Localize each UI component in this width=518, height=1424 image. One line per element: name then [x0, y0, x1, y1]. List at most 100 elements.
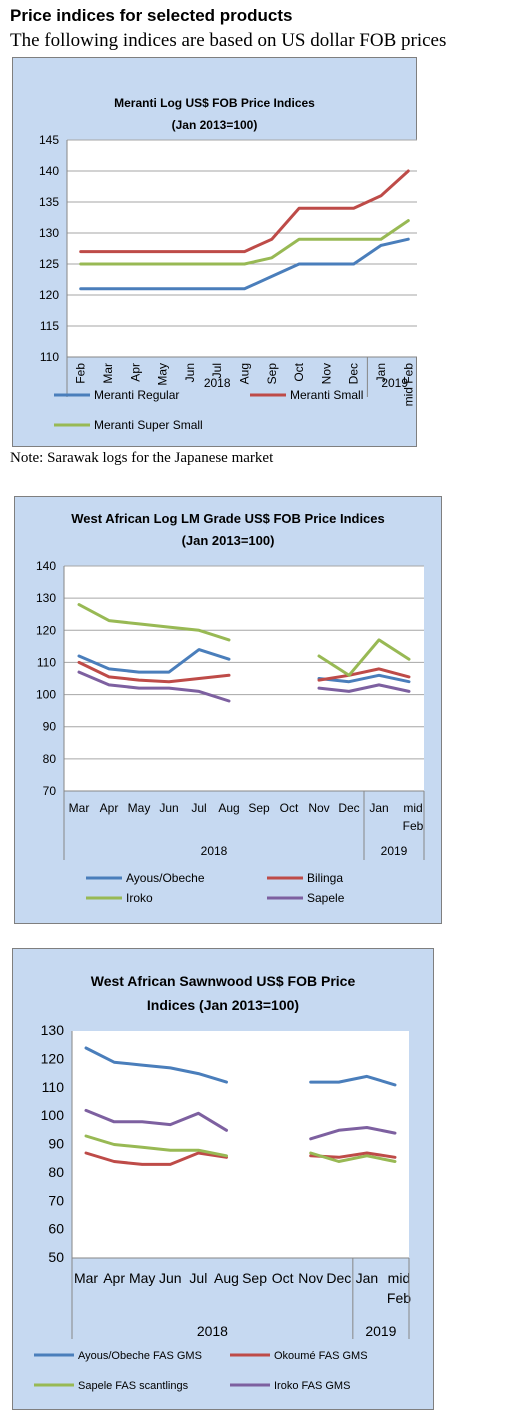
y-tick-label: 110: [37, 655, 56, 669]
series-line-ayous-obeche: [317, 673, 411, 684]
series-line-ayous-obeche: [77, 648, 231, 674]
chart-subtitle: (Jan 2013=100): [172, 118, 258, 132]
x-tick-label: Nov: [308, 801, 329, 815]
x-tick-label: Oct: [292, 362, 306, 381]
legend-label-sapele-fas-scantlings: Sapele FAS scantlings: [78, 1380, 189, 1392]
chart-note: Note: Sarawak logs for the Japanese mark…: [10, 450, 274, 466]
series-line-okoum-fas-gms: [84, 1151, 228, 1166]
y-tick-label: 70: [48, 1192, 64, 1208]
x-tick-label: mid: [388, 1270, 411, 1286]
x-tick-label: Nov: [319, 363, 333, 384]
series-line-ayous-obeche-fas-gms: [84, 1046, 228, 1084]
x-tick-label: Dec: [347, 363, 361, 384]
y-tick-label: 100: [36, 688, 56, 702]
legend-label-meranti-regular: Meranti Regular: [94, 388, 179, 402]
year-label: 2019: [381, 844, 408, 858]
x-tick-label: mid Feb: [401, 363, 415, 407]
y-tick-label: 130: [41, 1022, 65, 1038]
west-african-log-price-chart: West African Log LM Grade US$ FOB Price …: [14, 496, 442, 924]
y-tick-label: 50: [48, 1249, 64, 1265]
x-tick-label: Mar: [101, 363, 115, 384]
x-tick-label: Aug: [214, 1270, 239, 1286]
x-tick-label: Sep: [248, 801, 270, 815]
x-tick-label: Jul: [189, 1270, 207, 1286]
y-tick-label: 120: [41, 1050, 65, 1066]
section-subtitle: The following indices are based on US do…: [10, 30, 447, 51]
x-tick-label: Dec: [338, 801, 359, 815]
series-line-meranti-super-small: [79, 219, 410, 266]
series-line-sapele: [317, 683, 411, 693]
x-tick-label: Mar: [69, 801, 90, 815]
y-tick-label: 90: [48, 1136, 64, 1152]
plot-area: [67, 140, 417, 357]
x-tick-label: May: [128, 801, 151, 815]
section-title: Price indices for selected products: [10, 6, 293, 25]
x-tick-label: Jul: [210, 363, 224, 378]
x-tick-label: Apr: [128, 363, 142, 382]
x-tick-label: May: [129, 1270, 155, 1286]
chart-title: West African Sawnwood US$ FOB Price: [91, 973, 356, 989]
legend-label-iroko: Iroko: [126, 891, 153, 905]
x-tick-label: Mar: [74, 1270, 98, 1286]
series-line-iroko: [77, 603, 231, 642]
x-tick-label: Jun: [159, 801, 178, 815]
series-line-iroko-fas-gms: [309, 1126, 397, 1141]
x-tick-label: Jan: [356, 1270, 379, 1286]
legend-label-meranti-small: Meranti Small: [290, 388, 363, 402]
x-tick-label: Aug: [218, 801, 239, 815]
chart-subtitle: Indices (Jan 2013=100): [147, 997, 299, 1013]
y-tick-label: 140: [39, 164, 59, 178]
series-line-ayous-obeche-fas-gms: [309, 1074, 397, 1087]
y-tick-label: 90: [43, 720, 57, 734]
legend-label-meranti-super-small: Meranti Super Small: [94, 418, 203, 432]
x-tick-label: Sep: [265, 363, 279, 385]
y-tick-label: 140: [36, 559, 56, 573]
x-tick-label: Feb: [387, 1290, 411, 1306]
series-line-meranti-regular: [79, 237, 410, 291]
legend-label-sapele: Sapele: [307, 891, 345, 905]
year-label: 2019: [381, 376, 408, 390]
chart-title: West African Log LM Grade US$ FOB Price …: [71, 511, 385, 526]
legend-label-okoum-fas-gms: Okoumé FAS GMS: [274, 1350, 368, 1362]
x-tick-label: Dec: [326, 1270, 351, 1286]
y-tick-label: 130: [36, 591, 56, 605]
x-tick-label: mid: [403, 801, 422, 815]
y-tick-label: 100: [41, 1107, 65, 1123]
y-tick-label: 120: [36, 623, 56, 637]
y-tick-label: 120: [39, 288, 59, 302]
year-label: 2019: [365, 1323, 396, 1339]
x-tick-label: Apr: [100, 801, 119, 815]
y-tick-label: 70: [43, 784, 57, 798]
legend-label-ayous-obeche-fas-gms: Ayous/Obeche FAS GMS: [78, 1350, 202, 1362]
x-tick-label: Jul: [191, 801, 206, 815]
legend-label-ayous-obeche: Ayous/Obeche: [126, 871, 205, 885]
x-tick-label: Feb: [403, 819, 424, 833]
y-tick-label: 135: [39, 195, 59, 209]
x-tick-label: Apr: [103, 1270, 125, 1286]
series-line-bilinga: [77, 660, 231, 684]
x-tick-label: Nov: [298, 1270, 323, 1286]
y-tick-label: 80: [43, 752, 57, 766]
x-tick-label: Aug: [238, 363, 252, 384]
y-tick-label: 80: [48, 1164, 64, 1180]
meranti-log-price-chart: Meranti Log US$ FOB Price Indices (Jan 20…: [12, 57, 417, 447]
series-line-meranti-small: [79, 169, 410, 254]
y-tick-label: 110: [40, 350, 59, 364]
y-tick-label: 60: [48, 1221, 64, 1237]
x-tick-label: Jan: [374, 363, 388, 382]
chart-subtitle: (Jan 2013=100): [182, 533, 275, 548]
x-tick-label: Jan: [369, 801, 388, 815]
y-tick-label: 145: [39, 133, 59, 147]
series-line-iroko: [317, 638, 411, 677]
chart-title: Meranti Log US$ FOB Price Indices: [114, 96, 315, 110]
year-label: 2018: [197, 1323, 228, 1339]
x-tick-label: Jun: [183, 363, 197, 382]
x-tick-label: May: [156, 363, 170, 386]
west-african-sawnwood-price-chart: West African Sawnwood US$ FOB Price Indic…: [12, 948, 434, 1410]
series-line-bilinga: [317, 667, 411, 682]
x-tick-label: Oct: [272, 1270, 294, 1286]
series-line-sapele: [77, 670, 231, 703]
series-line-sapele-fas-scantlings: [84, 1134, 228, 1158]
series-line-iroko-fas-gms: [84, 1108, 228, 1132]
y-tick-label: 115: [40, 319, 59, 333]
